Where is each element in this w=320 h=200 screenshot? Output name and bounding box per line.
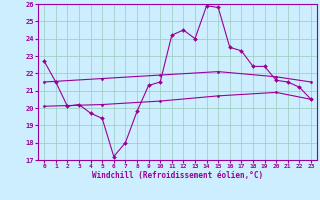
- X-axis label: Windchill (Refroidissement éolien,°C): Windchill (Refroidissement éolien,°C): [92, 171, 263, 180]
